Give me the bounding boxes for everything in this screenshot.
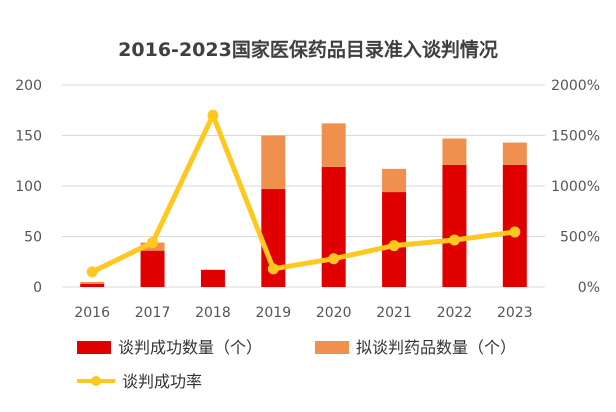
x-tick-label: 2022 [437, 305, 473, 321]
right-tick-label: 1000% [551, 179, 600, 195]
x-tick-label: 2017 [135, 305, 171, 321]
right-tick-label: 500% [560, 230, 600, 246]
rate-point [147, 237, 159, 249]
rate-point [86, 266, 98, 278]
left-tick-label: 200 [15, 78, 42, 94]
chart-title: 2016-2023国家医保药品目录准入谈判情况 [118, 38, 498, 61]
bar-success [442, 164, 467, 287]
legend-label-rate: 谈判成功率 [122, 372, 202, 391]
left-axis-ticks: 0 50 100 150 200 [15, 78, 42, 296]
legend-swatch-planned [315, 341, 349, 354]
left-tick-label: 50 [24, 230, 42, 246]
right-axis-ticks: 0% 500% 1000% 1500% 2000% [551, 78, 600, 296]
bar-planned [261, 135, 286, 190]
bar-planned [502, 142, 527, 165]
right-tick-label: 2000% [551, 78, 600, 94]
bar-success [382, 192, 407, 287]
legend-swatch-marker [91, 376, 101, 386]
legend: 谈判成功数量（个） 拟谈判药品数量（个） 谈判成功率 [77, 338, 516, 391]
bar-planned [321, 123, 346, 167]
right-tick-label: 1500% [551, 129, 600, 145]
rate-point [509, 226, 521, 238]
rate-point [388, 240, 400, 252]
legend-label-success: 谈判成功数量（个） [118, 338, 262, 357]
bar-planned [442, 138, 467, 165]
rate-line [91, 112, 516, 275]
rate-point [207, 109, 219, 121]
x-tick-label: 2019 [255, 305, 291, 321]
rate-point [448, 234, 460, 246]
rate-point [267, 263, 279, 275]
x-tick-label: 2018 [195, 305, 231, 321]
legend-label-planned: 拟谈判药品数量（个） [356, 338, 516, 357]
line-series-group [86, 109, 521, 278]
rate-point [328, 253, 340, 265]
left-tick-label: 100 [15, 179, 42, 195]
x-axis-ticks: 2016 2017 2018 2019 2020 2021 2022 2023 [74, 305, 532, 321]
bar-planned [382, 168, 407, 193]
x-tick-label: 2016 [74, 305, 110, 321]
bar-success [80, 283, 105, 287]
legend-swatch-success [77, 341, 111, 354]
bar-success [502, 164, 527, 287]
x-tick-label: 2023 [497, 305, 533, 321]
bar-success [200, 269, 225, 287]
bar-success [140, 250, 165, 287]
bars-group [80, 123, 527, 287]
x-tick-label: 2021 [376, 305, 412, 321]
left-tick-label: 150 [15, 129, 42, 145]
x-tick-label: 2020 [316, 305, 352, 321]
bar-success [321, 166, 346, 287]
bar-planned [80, 281, 105, 284]
right-tick-label: 0% [578, 280, 600, 296]
left-tick-label: 0 [33, 280, 42, 296]
gridlines [62, 84, 545, 288]
